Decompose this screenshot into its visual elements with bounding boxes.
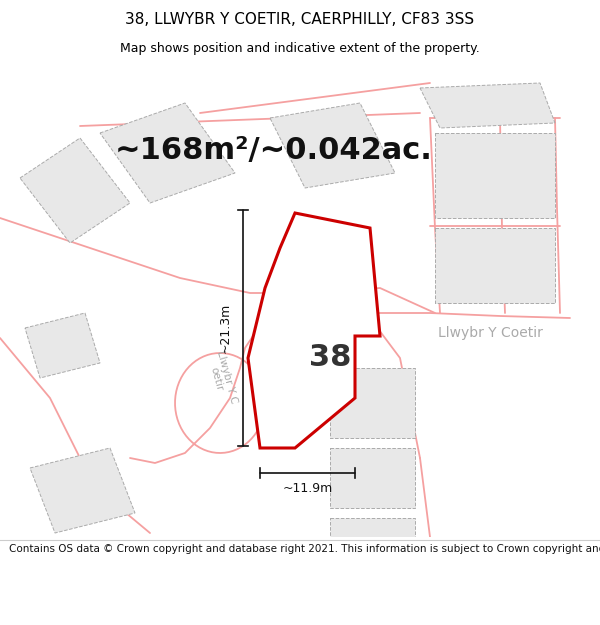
Polygon shape (435, 133, 555, 218)
Polygon shape (248, 213, 380, 448)
Text: ~21.3m: ~21.3m (218, 303, 232, 353)
Polygon shape (435, 228, 555, 303)
Polygon shape (100, 103, 235, 203)
Polygon shape (20, 138, 130, 243)
Text: ~168m²/~0.042ac.: ~168m²/~0.042ac. (115, 136, 433, 165)
Polygon shape (270, 103, 395, 188)
Text: 38: 38 (309, 344, 351, 372)
Polygon shape (25, 313, 100, 378)
Polygon shape (420, 83, 555, 128)
Polygon shape (330, 368, 415, 438)
Text: 38, LLWYBR Y COETIR, CAERPHILLY, CF83 3SS: 38, LLWYBR Y COETIR, CAERPHILLY, CF83 3S… (125, 12, 475, 27)
Polygon shape (330, 518, 415, 537)
Text: Llwybr Y Coetir: Llwybr Y Coetir (437, 326, 542, 340)
Text: Llwybr Y C
oetir: Llwybr Y C oetir (205, 349, 239, 407)
Polygon shape (30, 448, 135, 533)
Text: Map shows position and indicative extent of the property.: Map shows position and indicative extent… (120, 42, 480, 55)
Polygon shape (330, 448, 415, 508)
Text: ~11.9m: ~11.9m (283, 481, 332, 494)
Text: Contains OS data © Crown copyright and database right 2021. This information is : Contains OS data © Crown copyright and d… (9, 544, 600, 554)
